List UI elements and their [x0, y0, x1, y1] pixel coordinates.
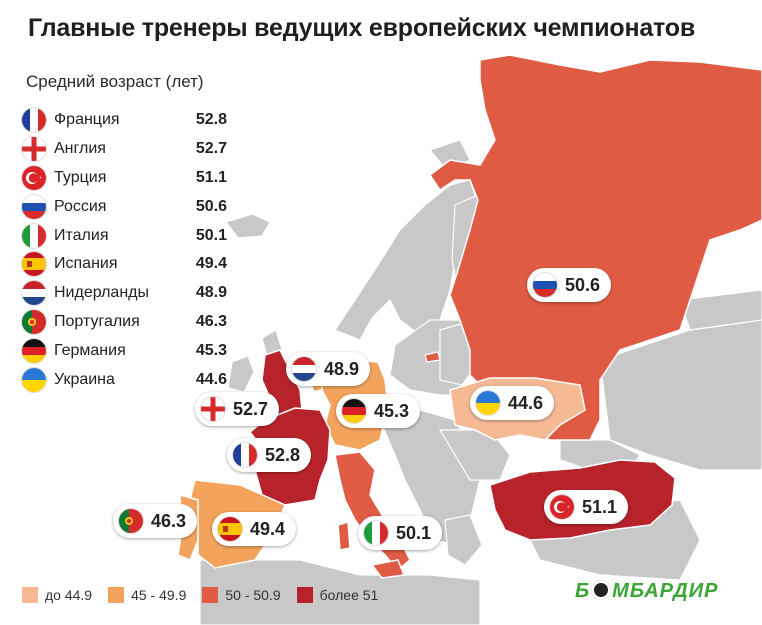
ranking-row: Италия 50.1: [22, 221, 227, 250]
ukraine-label: 44.6: [470, 386, 555, 420]
legend-label: 50 - 50.9: [225, 587, 281, 603]
ranking-value: 45.3: [195, 341, 227, 359]
ranking-country: Турция: [54, 168, 107, 186]
netherlands-flag-icon: [22, 281, 46, 306]
legend-label: до 44.9: [45, 587, 93, 603]
italy-value: 50.1: [396, 522, 432, 543]
turkey-flag-icon: [22, 165, 46, 190]
logo-text-end: МБАРДИР: [612, 580, 719, 602]
legend-item: 50 - 50.9: [202, 587, 281, 603]
russia-label: 50.6: [527, 268, 612, 302]
ranking-list: Франция 52.8 Англия 52.7 Турция 51.1 Россия 50.…: [22, 106, 227, 394]
ranking-value: 52.7: [195, 140, 227, 158]
legend-label: 45 - 49.9: [131, 587, 187, 603]
ranking-row: Германия 45.3: [22, 336, 227, 365]
ranking-value: 44.6: [195, 370, 227, 388]
ukraine-flag-icon: [476, 391, 500, 415]
ranking-country: Франция: [54, 111, 120, 129]
legend-item: более 51: [296, 587, 379, 603]
ranking-value: 48.9: [195, 284, 227, 302]
sardinia-region: [337, 521, 351, 551]
ranking-value: 50.1: [195, 226, 227, 244]
france-value: 52.8: [265, 444, 301, 465]
legend-swatch: [296, 587, 313, 603]
turkey-label: 51.1: [544, 490, 629, 524]
france-flag-icon: [233, 443, 257, 467]
ranking-panel: Средний возраст (лет) Франция 52.8 Англия 5…: [22, 72, 227, 394]
germany-label: 45.3: [336, 394, 421, 428]
italy-label: 50.1: [358, 516, 443, 550]
ukraine-value: 44.6: [508, 392, 544, 413]
ranking-row: Португалия 46.3: [22, 308, 227, 337]
spain-flag-icon: [218, 517, 242, 541]
base-land: [199, 59, 762, 625]
ranking-country: Португалия: [54, 312, 140, 330]
portugal-value: 46.3: [151, 510, 187, 531]
france-label: 52.8: [227, 438, 312, 472]
logo-text-start: Б: [575, 580, 591, 602]
ranking-value: 50.6: [195, 197, 227, 215]
germany-flag-icon: [342, 399, 366, 423]
ranking-country: Россия: [54, 197, 107, 215]
ranking-row: Испания 49.4: [22, 250, 227, 279]
germany-flag-icon: [22, 338, 46, 363]
spain-label: 49.4: [212, 512, 297, 546]
portugal-label: 46.3: [113, 504, 198, 538]
ranking-row: Нидерланды 48.9: [22, 279, 227, 308]
ranking-country: Италия: [54, 226, 109, 244]
ranking-row: Турция 51.1: [22, 164, 227, 193]
ranking-value: 52.8: [195, 111, 227, 129]
england-label: 52.7: [195, 392, 280, 426]
italy-flag-icon: [364, 521, 388, 545]
england-value: 52.7: [233, 398, 269, 419]
netherlands-flag-icon: [292, 357, 316, 381]
portugal-flag-icon: [22, 309, 46, 334]
ranking-row: Англия 52.7: [22, 135, 227, 164]
ranking-country: Нидерланды: [54, 284, 149, 302]
netherlands-label: 48.9: [286, 352, 371, 386]
russia-flag-icon: [533, 273, 557, 297]
bombardir-logo: Б МБАРДИР: [575, 580, 718, 603]
legend-item: до 44.9: [22, 587, 92, 603]
ranking-value: 51.1: [195, 168, 227, 186]
ranking-country: Испания: [54, 255, 118, 273]
ranking-value: 46.3: [195, 312, 227, 330]
soccer-ball-icon: [591, 580, 612, 600]
ranking-row: Россия 50.6: [22, 192, 227, 221]
netherlands-value: 48.9: [324, 358, 360, 379]
germany-value: 45.3: [374, 400, 410, 421]
russia-value: 50.6: [565, 274, 601, 295]
italy-region: [334, 451, 411, 572]
spain-value: 49.4: [250, 518, 286, 539]
legend-swatch: [202, 587, 219, 603]
russia-flag-icon: [22, 194, 46, 219]
ranking-row: Украина 44.6: [22, 365, 227, 394]
ranking-country: Украина: [54, 370, 115, 388]
england-flag-icon: [201, 397, 225, 421]
sicily-region: [370, 559, 406, 579]
turkey-value: 51.1: [582, 496, 618, 517]
ranking-country: Германия: [54, 341, 126, 359]
legend-swatch: [108, 587, 125, 603]
england-flag-icon: [22, 137, 46, 162]
map-title: Главные тренеры ведущих европейских чемп…: [28, 14, 696, 42]
portugal-flag-icon: [119, 509, 143, 533]
ranking-country: Англия: [54, 140, 106, 158]
france-flag-icon: [22, 108, 46, 133]
spain-flag-icon: [22, 252, 46, 277]
ranking-subtitle: Средний возраст (лет): [26, 72, 204, 91]
legend: до 44.9 45 - 49.9 50 - 50.9 более 51: [22, 587, 394, 603]
ukraine-flag-icon: [22, 367, 46, 392]
italy-flag-icon: [22, 223, 46, 248]
legend-item: 45 - 49.9: [108, 587, 186, 603]
ranking-row: Франция 52.8: [22, 106, 227, 135]
ranking-value: 49.4: [195, 255, 227, 273]
legend-label: более 51: [319, 587, 379, 603]
turkey-flag-icon: [550, 495, 574, 519]
legend-swatch: [22, 587, 38, 603]
